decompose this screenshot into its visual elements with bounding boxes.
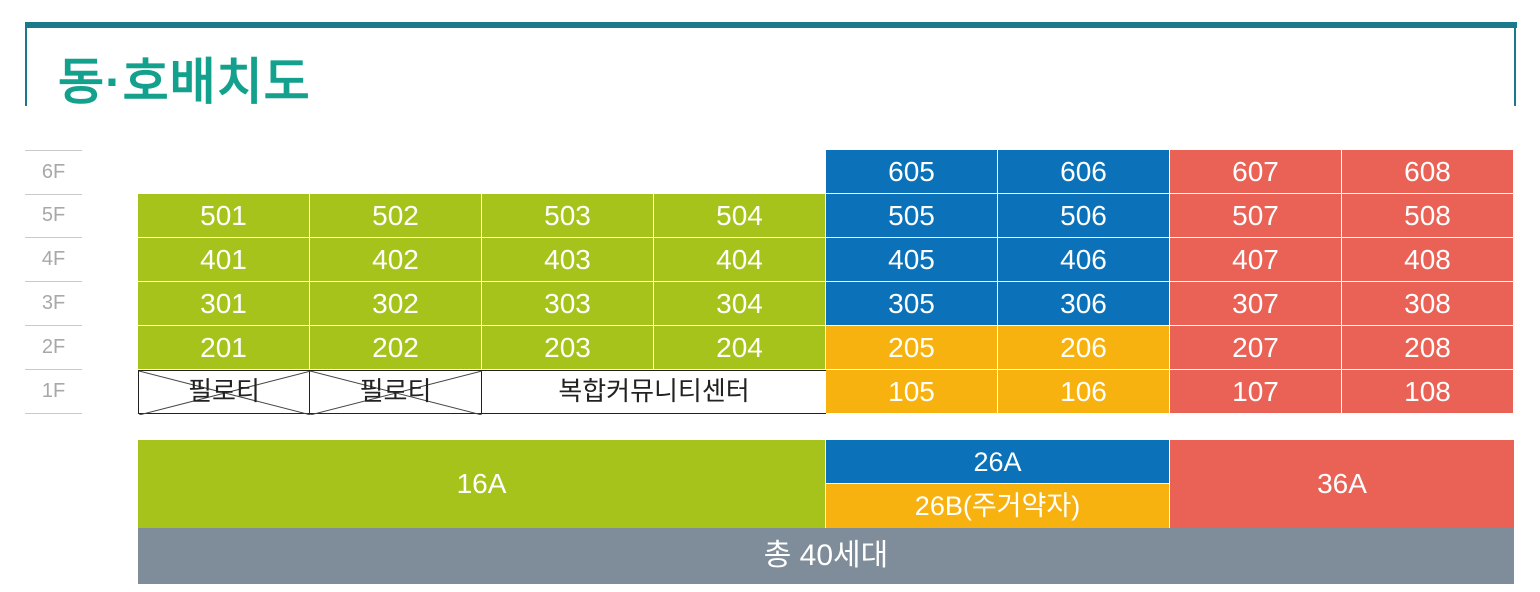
unit-cell: 401 <box>138 238 310 282</box>
piloti-cell: 필로티 <box>310 370 482 415</box>
unit-cell: 108 <box>1342 370 1514 414</box>
page-title: 동·호배치도 <box>58 54 311 110</box>
unit-cell: 204 <box>654 326 826 370</box>
unit-cell: 402 <box>310 238 482 282</box>
piloti-cross-icon <box>310 371 482 415</box>
unit-cell: 503 <box>482 194 654 238</box>
unit-cell: 107 <box>1170 370 1342 414</box>
unit-cell: 206 <box>998 326 1170 370</box>
unit-cell: 207 <box>1170 326 1342 370</box>
floor-label-3f: 3F <box>25 282 82 326</box>
header-top-border <box>25 22 1517 28</box>
unit-cell: 308 <box>1342 282 1514 326</box>
unit-cell: 408 <box>1342 238 1514 282</box>
unit-cell: 507 <box>1170 194 1342 238</box>
unit-cell: 502 <box>310 194 482 238</box>
unit-cell: 506 <box>998 194 1170 238</box>
unit-cell: 504 <box>654 194 826 238</box>
unit-cell: 105 <box>826 370 998 414</box>
total-households-bar: 총 40세대 <box>138 528 1514 584</box>
unit-cell: 404 <box>654 238 826 282</box>
unit-cell: 303 <box>482 282 654 326</box>
community-center-cell: 복합커뮤니티센터 <box>482 370 826 414</box>
unit-cell: 406 <box>998 238 1170 282</box>
unit-cell: 606 <box>998 150 1170 194</box>
type-36a-block: 36A <box>1170 440 1514 528</box>
unit-cell: 505 <box>826 194 998 238</box>
unit-cell: 407 <box>1170 238 1342 282</box>
piloti-label: 필로티 <box>359 376 432 406</box>
floor-label-2f: 2F <box>25 326 82 370</box>
type-16a-block: 16A <box>138 440 826 528</box>
header-right-border <box>1514 28 1516 106</box>
unit-cell: 205 <box>826 326 998 370</box>
unit-cell: 106 <box>998 370 1170 414</box>
floor-label-6f: 6F <box>25 150 82 195</box>
type-26a-block: 26A <box>826 440 1170 484</box>
unit-cell: 305 <box>826 282 998 326</box>
header-left-border <box>25 28 27 106</box>
unit-cell: 605 <box>826 150 998 194</box>
unit-cell: 405 <box>826 238 998 282</box>
floor-label-1f: 1F <box>25 370 82 414</box>
unit-cell: 208 <box>1342 326 1514 370</box>
unit-cell: 301 <box>138 282 310 326</box>
unit-cell: 304 <box>654 282 826 326</box>
unit-cell: 201 <box>138 326 310 370</box>
type-26b-block: 26B(주거약자) <box>826 484 1170 528</box>
unit-cell: 203 <box>482 326 654 370</box>
unit-cell: 403 <box>482 238 654 282</box>
piloti-cell: 필로티 <box>138 370 311 415</box>
unit-cell: 607 <box>1170 150 1342 194</box>
unit-cell: 508 <box>1342 194 1514 238</box>
floor-label-4f: 4F <box>25 238 82 282</box>
unit-cell: 306 <box>998 282 1170 326</box>
floor-label-5f: 5F <box>25 194 82 238</box>
unit-cell: 202 <box>310 326 482 370</box>
piloti-cross-icon <box>139 371 311 415</box>
unit-cell: 302 <box>310 282 482 326</box>
piloti-label: 필로티 <box>188 376 260 406</box>
unit-cell: 307 <box>1170 282 1342 326</box>
unit-cell: 608 <box>1342 150 1514 194</box>
unit-cell: 501 <box>138 194 310 238</box>
